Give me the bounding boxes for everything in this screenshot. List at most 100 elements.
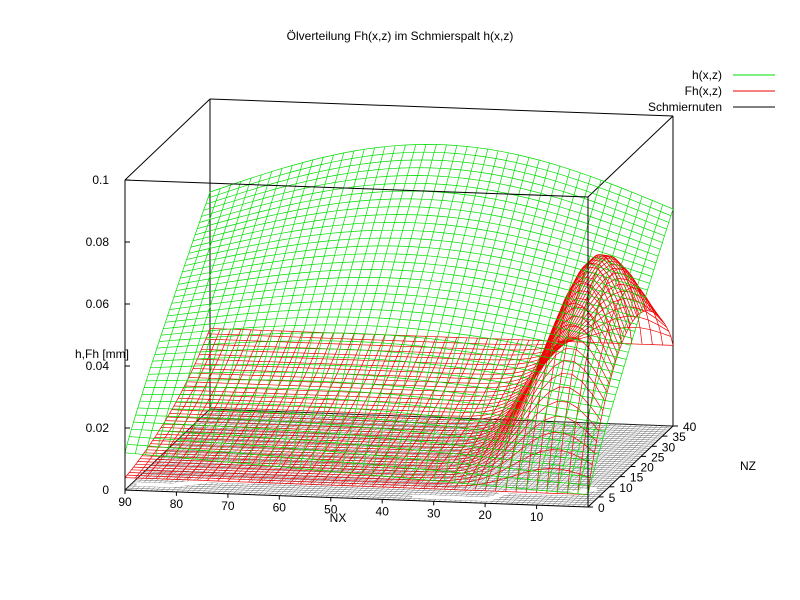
fh-mesh-line [178,254,642,409]
y-axis-label: NZ [740,459,756,473]
legend-label-h: h(x,z) [692,68,722,82]
h-mesh-line [205,159,669,223]
floor-grid-line [154,461,618,479]
h-mesh-line [184,237,648,291]
x-tick-label: 80 [170,497,184,511]
floor-grid-line [199,418,663,437]
h-mesh-line [152,356,616,396]
h-mesh-line [180,253,644,305]
h-mesh-line [169,292,633,339]
box-edge [124,179,589,198]
h-mesh-line [195,198,659,257]
z-tick-label: 0.08 [86,235,110,249]
h-mesh-line [190,214,655,271]
h-mesh-line [146,379,610,417]
z-tick-label: 0.06 [86,297,110,311]
floor-grid-line [144,471,608,489]
floor-grid-line [165,451,629,469]
y-tick-label: 15 [630,471,644,485]
h-mesh-line [186,229,650,284]
floor-grid-line [131,483,595,502]
h-mesh-line [505,176,592,488]
fh-mesh-line [124,477,589,495]
z-tick-label: 0.02 [86,421,110,435]
y-tick-label: 10 [619,481,633,495]
h-mesh-line [154,348,618,389]
fh-mesh-line [175,254,640,413]
fh-mesh-line [186,260,650,393]
x-tick-label: 90 [118,495,132,509]
y-tick-label: 20 [641,461,655,475]
h-mesh-line [127,443,591,486]
legend-label-schmiernuten: Schmiernuten [648,100,722,114]
floor-grid-line [141,473,606,491]
h-mesh-line [158,332,623,374]
z-tick-label: 0 [102,483,109,497]
fh-mesh-line [171,256,636,421]
x-tick-label: 40 [376,504,390,518]
floor-grid-line [129,485,593,504]
h-mesh-line [209,144,674,210]
floor-grid-line [161,455,625,473]
floor-grid-line [146,469,610,487]
x-tick-label: 60 [273,501,287,515]
y-tick-label: 25 [651,450,665,464]
z-tick-label: 0.04 [86,359,110,373]
box-edge [587,115,674,198]
box-edge [209,98,674,117]
h-mesh-line [188,222,652,277]
floor-grid-line [133,481,597,500]
groove-path [136,478,251,488]
fh-mesh-line [192,272,657,380]
fh-mesh-line [135,400,599,476]
h-mesh-line [182,245,646,298]
h-mesh-line [144,386,608,425]
h-mesh-line [142,394,606,432]
fh-mesh-line [137,386,602,473]
y-tick-label: 0 [598,501,605,515]
h-mesh-line [178,261,642,312]
h-mesh-line [165,308,629,353]
h-mesh-line [203,167,667,230]
fh-mesh-line [205,315,669,351]
z-axis-label: h,Fh [mm] [75,347,129,361]
fh-mesh-line [180,254,644,405]
fh-mesh-line [127,468,591,487]
chart-title: Ölverteilung Fh(x,z) im Schmierspalt h(x… [287,29,514,43]
y-tick-label: 35 [672,430,686,444]
h-mesh-line [124,452,589,495]
h-mesh-line [129,436,593,478]
h-mesh-line [173,277,637,325]
fh-mesh-line [169,259,633,424]
h-mesh-line [167,300,631,346]
fh-mesh-line [182,256,646,401]
h-mesh-line [133,421,597,462]
fh-mesh-line [129,449,593,484]
floor-grid-line [188,429,652,447]
h-mesh-line [171,284,635,332]
x-tick-label: 50 [324,503,338,517]
floor-grid-line [171,445,635,463]
h-mesh-line [175,269,640,318]
floor-grid-line [152,463,616,481]
h-mesh-line [192,206,657,264]
h-mesh-line [135,414,599,455]
h-mesh-line [131,428,595,470]
z-tick-label: 0.1 [92,173,109,187]
h-mesh-line [161,324,625,367]
floor-grid-line [135,479,599,498]
floor-grid-line [195,423,659,441]
h-mesh-line [201,175,665,237]
h-mesh-line [137,407,601,447]
legend-label-fh: Fh(x,z) [685,84,722,98]
fh-mesh-line [209,328,674,346]
fh-mesh-line [201,298,665,361]
x-tick-label: 10 [530,510,544,524]
box-edge [124,489,589,508]
fh-mesh-line [163,271,627,435]
fh-mesh-line [190,268,655,384]
fh-mesh-line [141,360,606,467]
x-tick-label: 70 [221,499,235,513]
series-h-surface [124,144,674,495]
floor-grid-line [197,420,661,439]
